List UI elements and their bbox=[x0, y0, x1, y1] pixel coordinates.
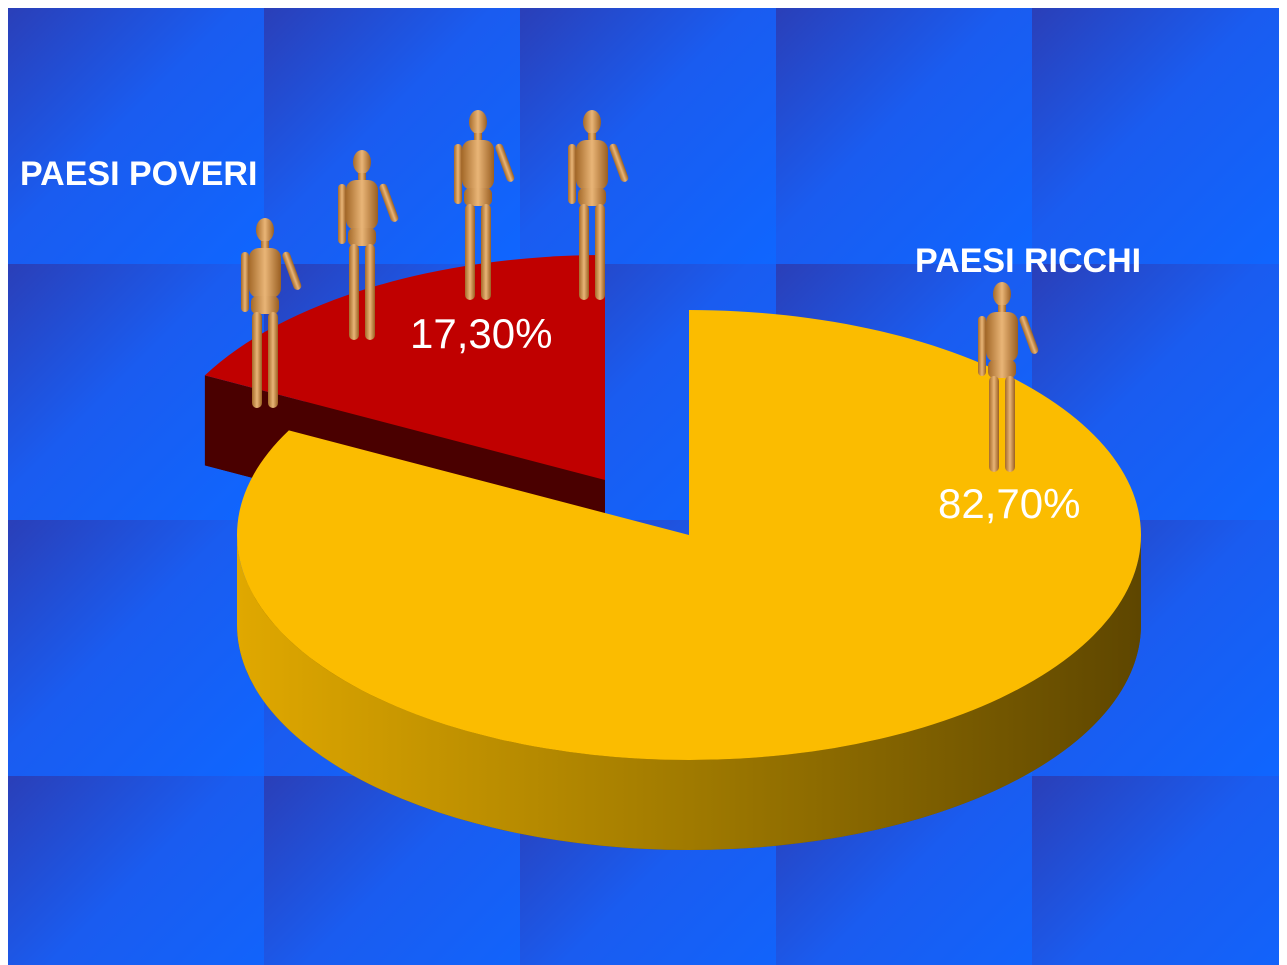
figure-part bbox=[989, 376, 999, 472]
figure-part bbox=[481, 204, 491, 300]
category-label: PAESI RICCHI bbox=[915, 242, 1141, 280]
figure bbox=[568, 110, 629, 300]
figure-part bbox=[595, 204, 605, 300]
figure-part bbox=[249, 248, 281, 298]
figure-part bbox=[379, 183, 399, 222]
figure-part bbox=[993, 282, 1011, 306]
pie bbox=[204, 255, 1142, 850]
figure-part bbox=[353, 150, 371, 174]
figure-part bbox=[454, 144, 462, 204]
figure-part bbox=[474, 133, 482, 141]
figure-part bbox=[465, 204, 475, 300]
slice bbox=[236, 310, 1142, 761]
figure-part bbox=[583, 110, 601, 134]
figure-part bbox=[349, 244, 359, 340]
figure-part bbox=[469, 110, 487, 134]
slice-wall bbox=[237, 535, 1141, 850]
figure-part bbox=[282, 251, 302, 290]
figure-part bbox=[1019, 315, 1039, 354]
figure bbox=[338, 150, 399, 340]
figure-part bbox=[346, 180, 378, 230]
figure-part bbox=[462, 140, 494, 190]
category-label: PAESI POVERI bbox=[20, 155, 257, 193]
figure-part bbox=[338, 184, 346, 244]
figure bbox=[454, 110, 515, 300]
value-label: 17,30% bbox=[410, 310, 552, 357]
figure bbox=[241, 218, 302, 408]
figure-part bbox=[256, 218, 274, 242]
labels: PAESI POVERI 17,30% PAESI RICCHI 82,70% bbox=[20, 155, 1141, 527]
figure-part bbox=[588, 133, 596, 141]
value-label: 82,70% bbox=[938, 480, 1080, 527]
figure-part bbox=[579, 204, 589, 300]
figure-part bbox=[1005, 376, 1015, 472]
figure-part bbox=[268, 312, 278, 408]
figure-part bbox=[978, 316, 986, 376]
figure-part bbox=[348, 228, 376, 246]
figures bbox=[241, 110, 1039, 472]
figure-part bbox=[576, 140, 608, 190]
figure-part bbox=[252, 312, 262, 408]
slice bbox=[204, 255, 606, 480]
figure-part bbox=[998, 305, 1006, 313]
figure-part bbox=[241, 252, 249, 312]
figure bbox=[978, 282, 1039, 472]
figure-part bbox=[609, 143, 629, 182]
figure-part bbox=[365, 244, 375, 340]
figure-part bbox=[464, 188, 492, 206]
figure-part bbox=[578, 188, 606, 206]
figure-part bbox=[251, 296, 279, 314]
figure-part bbox=[988, 360, 1016, 378]
figure-part bbox=[568, 144, 576, 204]
figure-part bbox=[358, 173, 366, 181]
figure-part bbox=[495, 143, 515, 182]
figure-part bbox=[261, 241, 269, 249]
figure-part bbox=[986, 312, 1018, 362]
